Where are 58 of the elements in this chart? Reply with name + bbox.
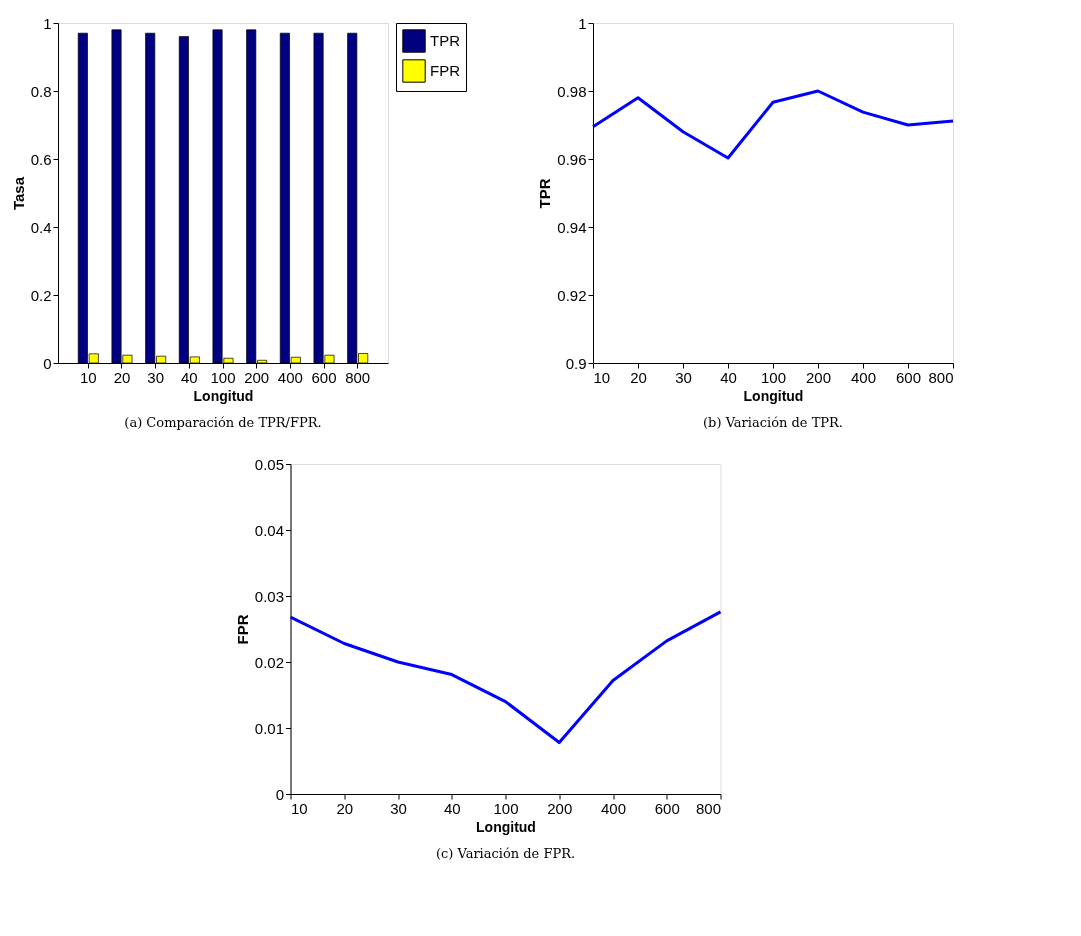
x-tick-label: 400 [277, 368, 303, 386]
legend-label: FPR [430, 62, 461, 79]
y-tick-label: 0.05 [254, 455, 284, 473]
y-tick-label: 0.92 [557, 286, 587, 304]
x-axis-title: Longitud [476, 818, 536, 835]
y-tick-label: 0.98 [557, 82, 587, 100]
y-tick-label: 0.02 [254, 653, 284, 671]
x-tick-label: 600 [311, 368, 337, 386]
x-tick-label: 40 [180, 368, 198, 386]
y-tick-label: 0 [43, 354, 52, 372]
x-tick-label: 400 [600, 799, 627, 817]
x-tick-label: 800 [345, 368, 371, 386]
y-tick-label: 0.04 [254, 521, 284, 539]
y-tick-label: 1 [43, 14, 52, 32]
x-tick-label: 400 [850, 368, 877, 386]
y-tick-label: 0.2 [30, 286, 52, 304]
x-tick-label: 40 [443, 799, 461, 817]
y-tick-label: 0.9 [565, 354, 587, 372]
y-tick-label: 0 [275, 785, 284, 803]
x-tick-label: 100 [210, 368, 236, 386]
x-tick-label: 100 [760, 368, 787, 386]
y-tick-label: 0.6 [30, 150, 52, 168]
x-tick-label: 20 [336, 799, 354, 817]
y-tick-label: 0.03 [254, 587, 284, 605]
x-axis-title: Longitud [193, 387, 254, 404]
x-tick-label: 200 [244, 368, 270, 386]
y-axis-title: Tasa [9, 176, 27, 211]
x-tick-label: 600 [654, 799, 680, 817]
y-tick-label: 0.4 [30, 218, 52, 236]
line-series [289, 610, 722, 745]
x-tick-label: 30 [675, 368, 692, 386]
x-tick-label: 30 [390, 799, 407, 817]
x-tick-label: 30 [147, 368, 164, 386]
text: (b) Variación de TPR. [703, 415, 843, 430]
x-tick-label: 10 [79, 368, 97, 386]
x-axis-title: Longitud [743, 387, 804, 404]
x-tick-label: 100 [493, 799, 519, 817]
x-tick-label: 40 [720, 368, 737, 386]
y-tick-label: 0.01 [254, 719, 284, 737]
x-tick-label: 10 [593, 368, 611, 386]
y-axis-title: FPR [233, 614, 251, 645]
legend-label: TPR [430, 32, 461, 49]
y-tick-label: 0.8 [30, 82, 52, 100]
x-tick-label: 20 [630, 368, 647, 386]
x-tick-label: 600 [895, 368, 922, 386]
text: (a) Comparación de TPR/FPR. [124, 415, 322, 430]
x-tick-label: 10 [291, 799, 308, 817]
x-tick-label: 200 [805, 368, 832, 386]
x-tick-label: 800 [695, 799, 721, 817]
y-tick-label: 1 [578, 14, 587, 32]
line-series [591, 89, 955, 160]
x-tick-label: 200 [547, 799, 573, 817]
y-axis-title: TPR [536, 178, 554, 209]
text: (c) Variación de FPR. [435, 846, 576, 861]
y-tick-label: 0.94 [557, 218, 587, 236]
x-tick-label: 800 [928, 368, 954, 386]
x-tick-label: 20 [113, 368, 131, 386]
y-tick-label: 0.96 [557, 150, 587, 168]
